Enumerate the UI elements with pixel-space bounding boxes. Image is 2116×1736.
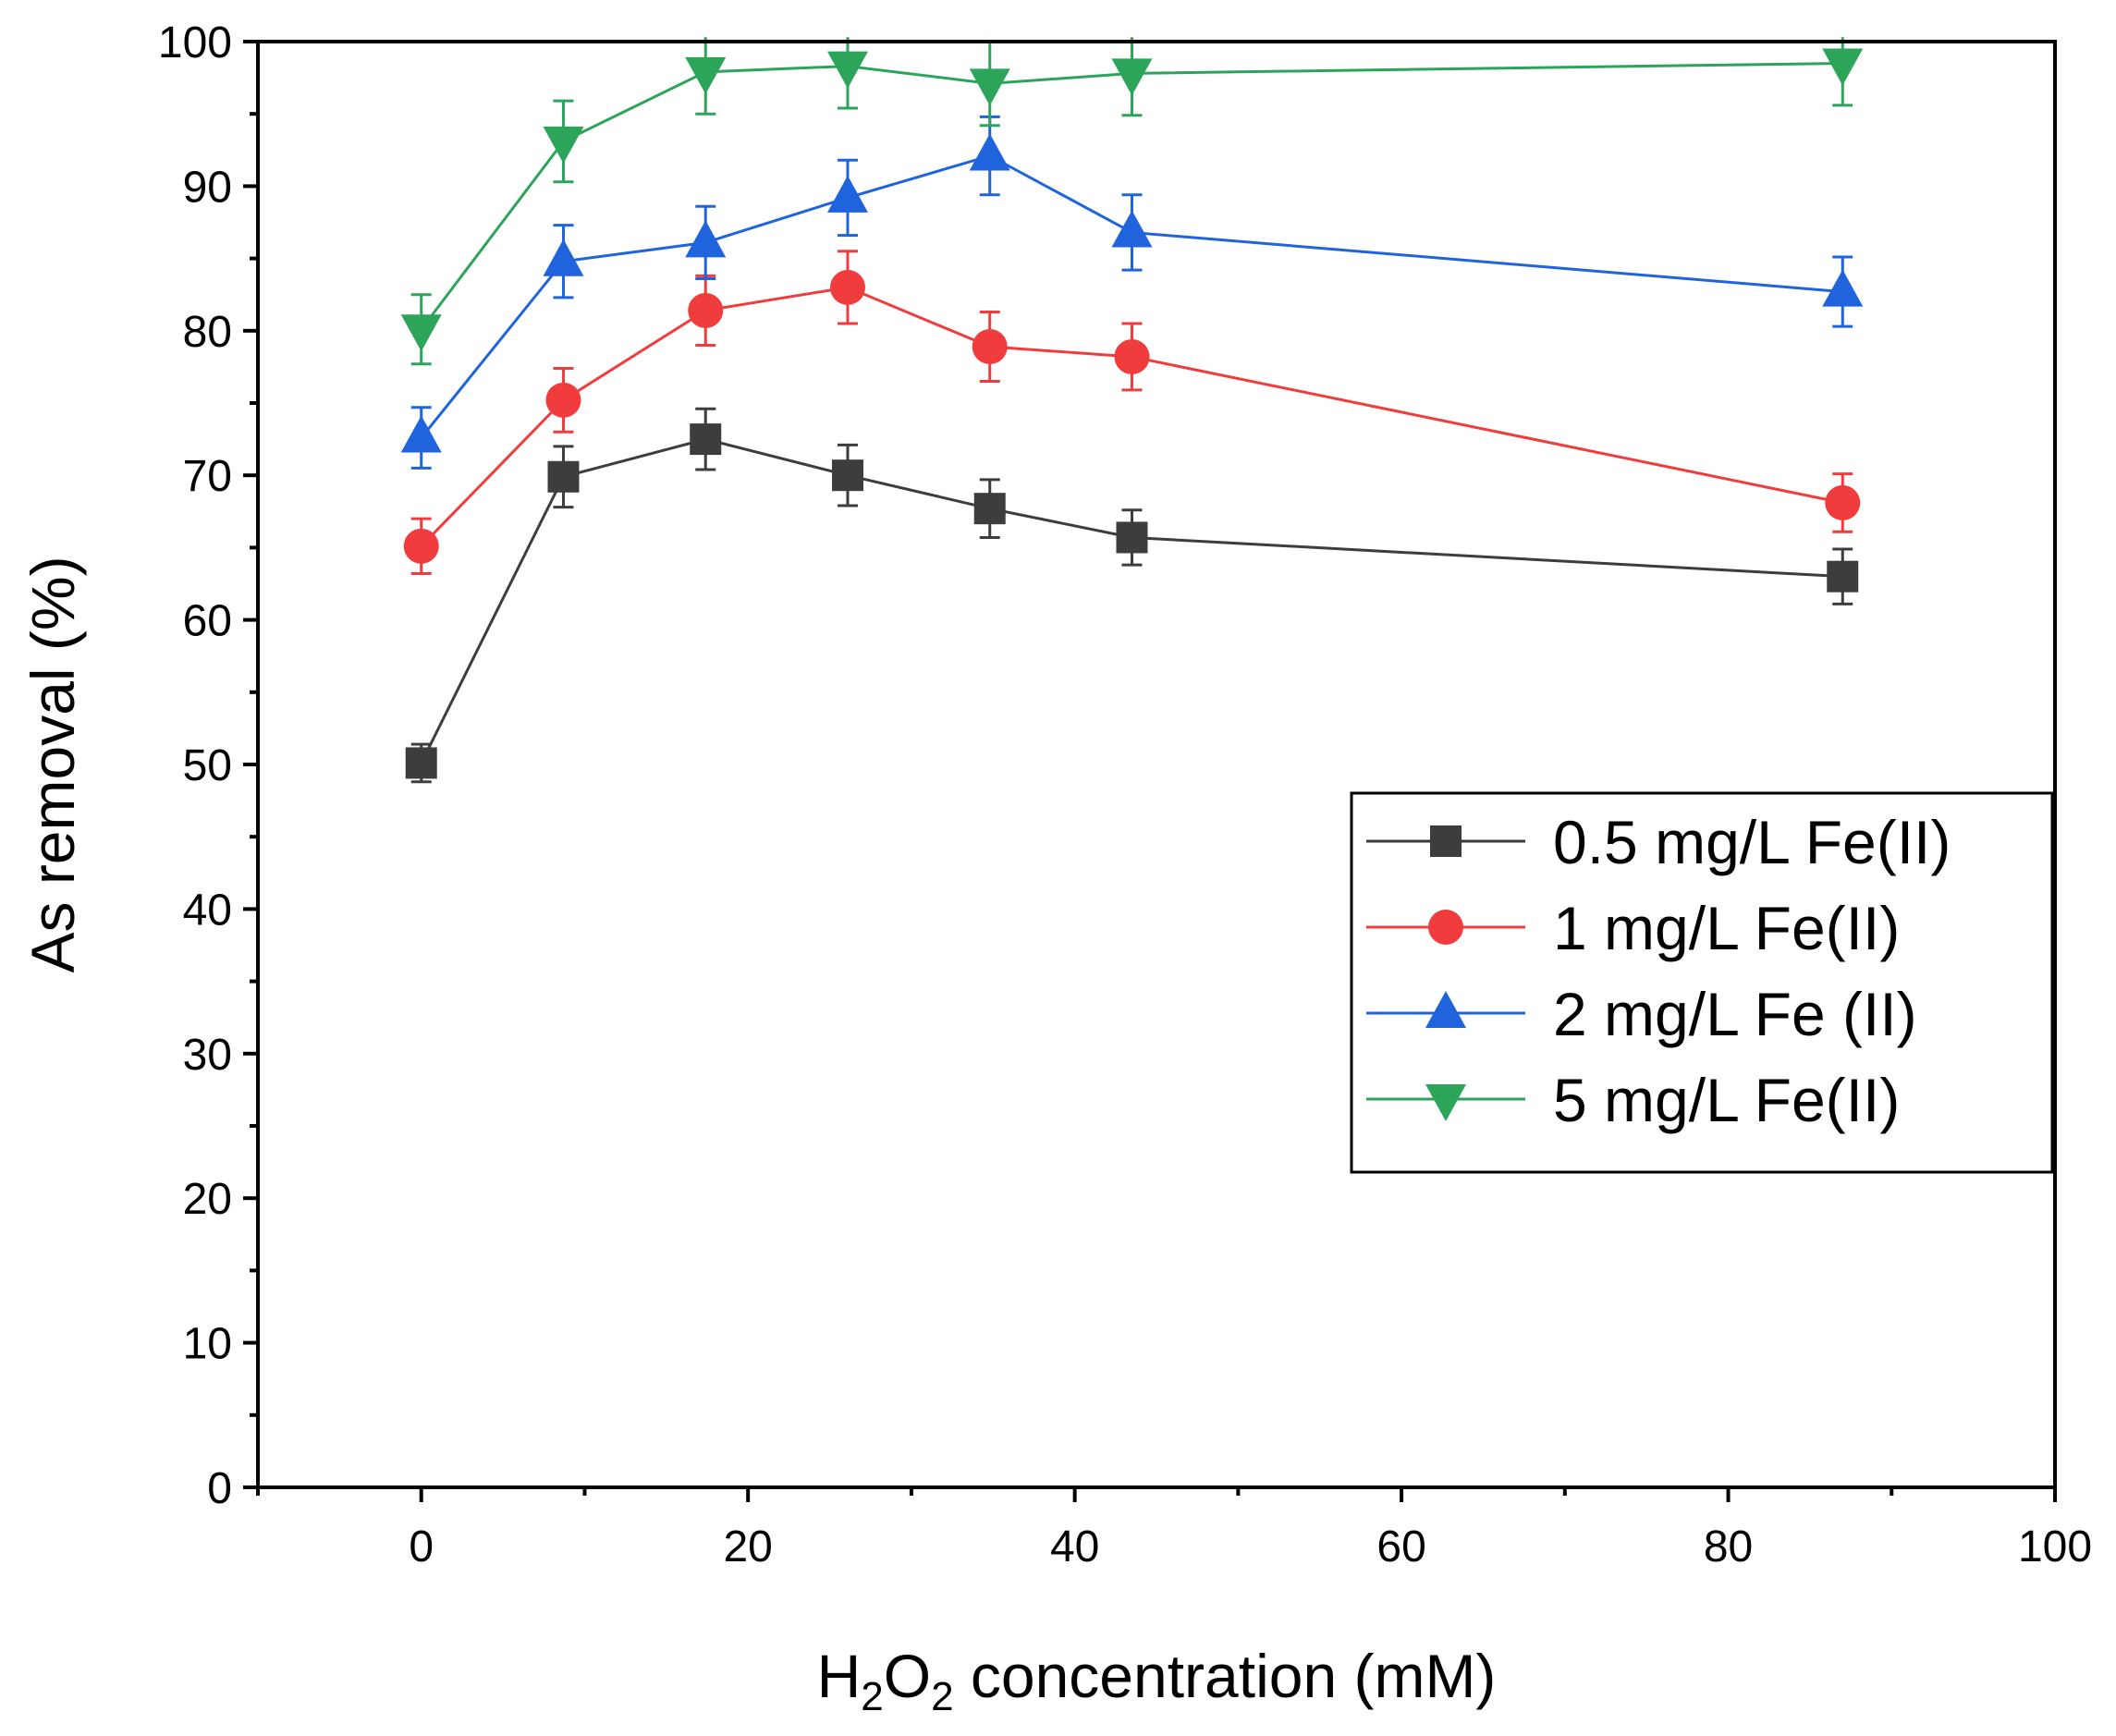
data-point <box>543 238 584 276</box>
data-point <box>1111 58 1153 96</box>
x-tick-label: 0 <box>409 1522 434 1571</box>
x-tick-label: 40 <box>1050 1522 1099 1571</box>
x-title-h: H <box>817 1642 862 1710</box>
x-tick-labels: 0 20 40 60 80 100 <box>409 1522 2092 1571</box>
data-point <box>972 329 1008 365</box>
x-tick-label: 80 <box>1704 1522 1753 1571</box>
y-tick-label: 80 <box>183 308 232 357</box>
data-point <box>829 269 865 305</box>
data-point <box>547 460 580 493</box>
y-tick-label: 20 <box>183 1175 232 1224</box>
legend-marker <box>1425 991 1466 1028</box>
data-point <box>973 493 1006 525</box>
legend: 0.5 mg/L Fe(II) 1 mg/L Fe(II) 2 mg/L Fe (I… <box>1350 791 2054 1174</box>
legend-box <box>1350 791 2054 1174</box>
x-tick-label: 100 <box>2018 1522 2092 1571</box>
y-tick-label: 90 <box>183 163 232 212</box>
x-title-rest: concentration (mM) <box>954 1642 1497 1710</box>
x-tick-label: 20 <box>723 1522 772 1571</box>
y-tick-label: 0 <box>207 1464 232 1513</box>
data-point <box>1822 48 1864 86</box>
data-point <box>545 382 581 418</box>
x-title-sub2: 2 <box>931 1674 953 1719</box>
x-title-o: O <box>884 1642 931 1710</box>
y-tick-labels: 0 10 20 30 40 50 60 70 80 90 100 <box>158 18 232 1513</box>
data-point <box>543 126 584 164</box>
y-tick-label: 70 <box>183 452 232 501</box>
legend-label: 2 mg/L Fe (II) <box>1553 980 1917 1048</box>
y-tick-label: 50 <box>183 741 232 790</box>
axis-ticks <box>243 40 2057 1502</box>
y-tick-label: 40 <box>183 886 232 935</box>
data-point <box>1825 484 1861 520</box>
data-point <box>685 56 727 94</box>
data-point <box>1114 338 1150 374</box>
legend-marker <box>1425 1084 1466 1121</box>
data-point <box>400 415 442 453</box>
x-title-sub1: 2 <box>861 1674 883 1719</box>
x-axis-title: H2O2 concentration (mM) <box>817 1642 1497 1719</box>
series-lines <box>420 61 1843 764</box>
y-tick-label: 100 <box>158 18 232 67</box>
y-axis-title: As removal (%) <box>18 556 87 972</box>
data-point <box>826 51 868 89</box>
legend-label: 1 mg/L Fe(II) <box>1553 894 1900 962</box>
legend-label: 0.5 mg/L Fe(II) <box>1553 808 1951 876</box>
legend-marker <box>1428 910 1463 945</box>
data-point <box>826 175 868 213</box>
data-point <box>403 528 439 564</box>
y-tick-label: 10 <box>183 1320 232 1369</box>
series-line-0 <box>420 437 1843 764</box>
legend-label: 5 mg/L Fe(II) <box>1553 1066 1900 1134</box>
data-point <box>1116 521 1148 554</box>
data-point <box>400 314 442 352</box>
y-tick-label: 60 <box>183 597 232 646</box>
x-tick-label: 60 <box>1376 1522 1425 1571</box>
data-point <box>1822 269 1864 307</box>
error-bars <box>410 37 1853 784</box>
plot-frame <box>256 40 2057 1489</box>
data-point <box>690 423 722 456</box>
data-markers <box>400 48 1864 779</box>
data-point <box>685 220 727 258</box>
y-tick-label: 30 <box>183 1031 232 1080</box>
data-point <box>969 68 1010 106</box>
legend-marker <box>1430 825 1462 857</box>
data-point <box>1827 560 1859 593</box>
data-point <box>969 133 1010 171</box>
data-point <box>1111 210 1153 248</box>
data-point <box>831 459 863 492</box>
data-point <box>405 747 437 779</box>
data-point <box>688 292 724 328</box>
